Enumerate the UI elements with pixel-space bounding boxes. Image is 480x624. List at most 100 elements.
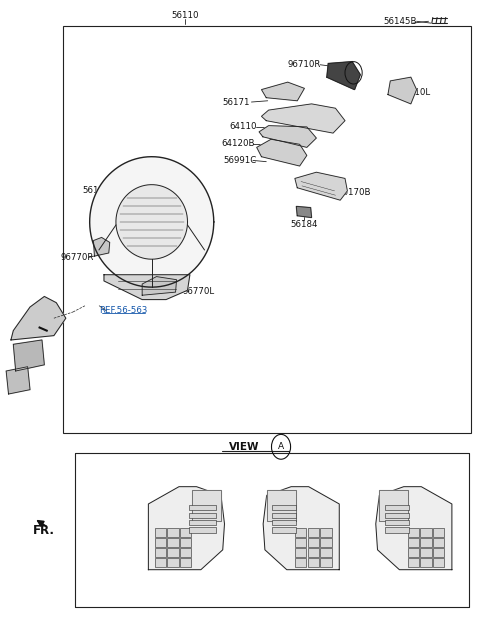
Bar (180, 558, 191, 567)
Bar (433, 548, 444, 557)
Bar (63, 26, 471, 433)
Text: 96770R: 96770R (60, 253, 94, 262)
Text: FR.: FR. (33, 524, 54, 537)
Text: SET-: SET- (311, 528, 320, 532)
Bar (321, 538, 332, 547)
Bar (321, 528, 332, 537)
Polygon shape (90, 157, 214, 287)
Text: P/NO: P/NO (93, 592, 115, 601)
Polygon shape (388, 77, 417, 104)
Text: 64110: 64110 (229, 122, 257, 132)
Bar (408, 548, 419, 557)
Polygon shape (267, 490, 296, 521)
Bar (155, 558, 166, 567)
Text: SET-: SET- (424, 528, 432, 532)
Bar (420, 538, 432, 547)
Text: ILLUST: ILLUST (89, 524, 119, 533)
Text: v: v (413, 539, 416, 544)
Bar (384, 505, 409, 510)
Bar (295, 538, 306, 547)
Polygon shape (6, 367, 30, 394)
Text: 96710L: 96710L (398, 88, 430, 97)
Polygon shape (142, 276, 177, 295)
Text: 56171: 56171 (222, 97, 250, 107)
Text: CRUISE: CRUISE (386, 500, 401, 504)
Bar (420, 548, 432, 557)
Text: v: v (208, 539, 211, 544)
Text: VOL+: VOL+ (166, 510, 178, 515)
Bar (190, 513, 216, 518)
Bar (308, 548, 319, 557)
Text: VIEW: VIEW (228, 442, 259, 452)
Bar (155, 528, 166, 537)
Bar (272, 513, 296, 518)
Text: OK: OK (378, 530, 385, 535)
Bar (190, 520, 216, 525)
Bar (433, 558, 444, 567)
Bar (384, 527, 409, 532)
Bar (75, 453, 469, 607)
Text: CANCEL: CANCEL (276, 550, 292, 554)
Bar (190, 505, 216, 510)
Text: OK: OK (266, 530, 273, 535)
Bar (308, 538, 319, 547)
Bar (167, 538, 179, 547)
Text: 56991C: 56991C (223, 156, 256, 165)
Polygon shape (192, 490, 221, 521)
Text: 56184: 56184 (290, 220, 318, 229)
Bar (167, 528, 179, 537)
Polygon shape (376, 487, 452, 570)
Text: ^: ^ (412, 522, 417, 527)
Polygon shape (379, 490, 408, 521)
Bar (167, 548, 179, 557)
Bar (433, 528, 444, 537)
Bar (408, 528, 419, 537)
Text: RES+: RES+ (310, 500, 322, 504)
Polygon shape (262, 104, 345, 133)
Text: ^: ^ (300, 522, 304, 527)
Text: 64120B: 64120B (222, 139, 255, 148)
Bar (308, 528, 319, 537)
Bar (180, 528, 191, 537)
Bar (308, 558, 319, 567)
Bar (272, 505, 296, 510)
Polygon shape (296, 207, 312, 218)
Text: A: A (351, 69, 356, 77)
Polygon shape (263, 487, 339, 570)
Text: ^: ^ (207, 522, 212, 527)
Text: CRUISE: CRUISE (273, 500, 288, 504)
Polygon shape (11, 296, 66, 340)
Bar (167, 558, 179, 567)
Polygon shape (116, 185, 188, 259)
Polygon shape (13, 340, 44, 371)
Text: ↻: ↻ (288, 551, 294, 557)
Text: 96770L: 96770L (182, 287, 215, 296)
Text: 56170B: 56170B (338, 188, 372, 197)
Text: 56110: 56110 (171, 11, 199, 19)
Text: A: A (278, 442, 284, 451)
Text: ♒: ♒ (419, 552, 424, 557)
Text: 56111D: 56111D (82, 187, 116, 195)
Polygon shape (148, 487, 225, 570)
Text: 96700-D2100: 96700-D2100 (160, 592, 215, 601)
Bar (155, 548, 166, 557)
Text: 56145B: 56145B (383, 17, 417, 26)
Text: 96700-D2500: 96700-D2500 (273, 592, 327, 601)
Bar (384, 513, 409, 518)
Text: 96710R: 96710R (339, 459, 374, 468)
Bar (321, 548, 332, 557)
Text: 96700-D2600: 96700-D2600 (385, 592, 440, 601)
Bar (180, 538, 191, 547)
Bar (272, 520, 296, 525)
Polygon shape (259, 125, 316, 147)
Text: MODE: MODE (200, 500, 215, 505)
Polygon shape (262, 82, 304, 101)
Text: RES+: RES+ (422, 500, 434, 504)
Bar (180, 548, 191, 557)
Bar (295, 528, 306, 537)
Polygon shape (295, 172, 348, 200)
Bar (295, 548, 306, 557)
Bar (295, 558, 306, 567)
Bar (420, 528, 432, 537)
Bar (272, 527, 296, 532)
